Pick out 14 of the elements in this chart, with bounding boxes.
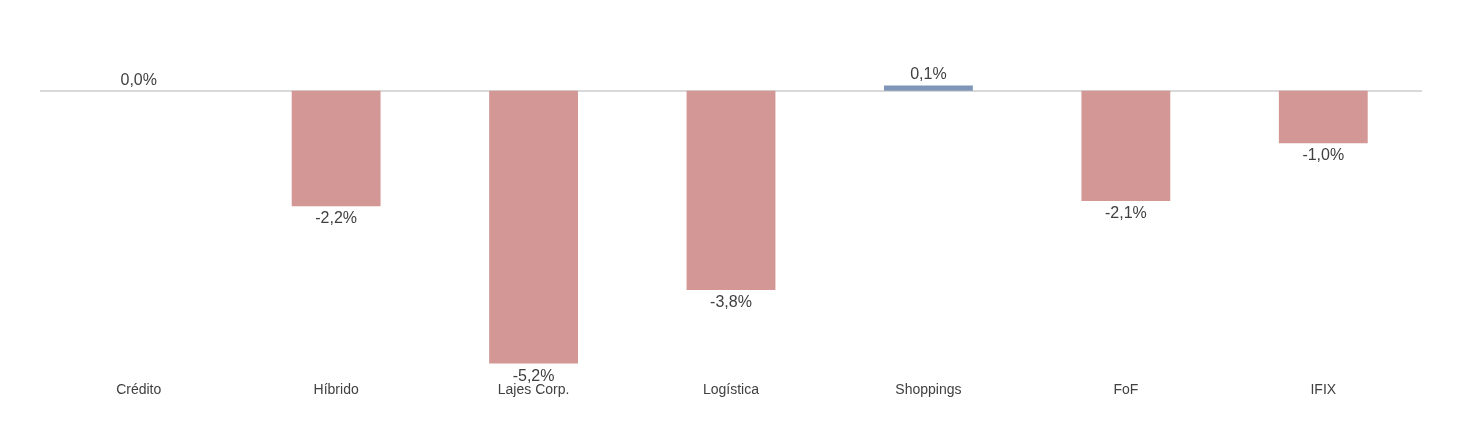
data-label: -2,1% <box>1104 203 1147 221</box>
data-label: -3,8% <box>710 293 752 311</box>
data-label: -5,2% <box>512 366 555 384</box>
x-tick-label: Lajes Corp. <box>497 381 570 397</box>
x-tick-label: Shoppings <box>895 381 962 397</box>
x-tick-label: IFIX <box>1310 381 1337 397</box>
data-label: 0,1% <box>910 65 947 83</box>
x-tick-label: FoF <box>1113 381 1139 397</box>
data-label: -1,0% <box>1302 146 1345 164</box>
x-tick-label: Crédito <box>116 381 162 397</box>
data-label: -2,2% <box>315 209 358 227</box>
x-tick-label: Híbrido <box>313 381 359 397</box>
x-tick-label: Logística <box>702 381 760 397</box>
data-label: 0,0% <box>120 70 157 88</box>
